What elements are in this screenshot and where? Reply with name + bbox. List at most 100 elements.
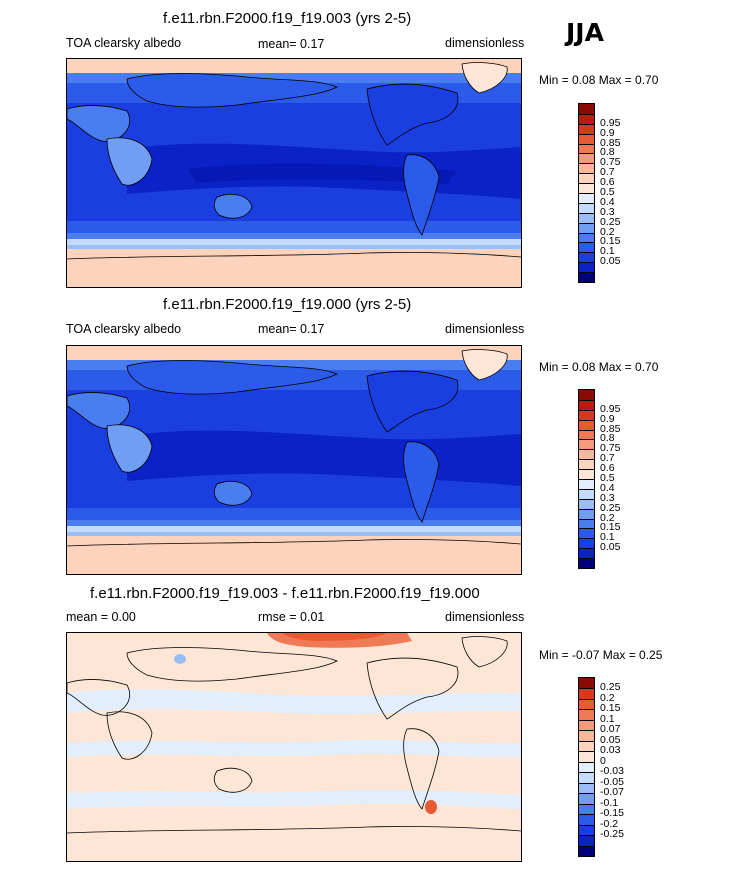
colorbar-tick-label: 0.7 — [600, 166, 615, 179]
colorbar-cell — [579, 835, 594, 846]
panel1-title: f.e11.rbn.F2000.f19_f19.003 (yrs 2-5) — [163, 10, 412, 27]
panel3-units: dimensionless — [445, 610, 525, 624]
colorbar-cell — [579, 793, 594, 804]
colorbar-tick-label: 0.75 — [600, 442, 621, 455]
colorbar-cell — [579, 803, 594, 815]
colorbar-cell — [579, 772, 594, 783]
colorbar-tick-label: 0.6 — [600, 462, 615, 475]
colorbar-cell — [579, 678, 594, 689]
colorbar-cell — [579, 193, 594, 203]
panel3-title: f.e11.rbn.F2000.f19_f19.003 - f.e11.rbn.… — [90, 585, 480, 602]
colorbar-tick-label: 0.03 — [600, 744, 621, 757]
panel1-variable-label: TOA clearsky albedo — [66, 36, 182, 50]
panel1-colorbar — [578, 103, 595, 283]
colorbar-cell — [579, 469, 594, 479]
colorbar-cell — [579, 409, 594, 420]
colorbar-cell — [579, 212, 594, 223]
panel2-minmax: Min = 0.08 Max = 0.70 — [539, 360, 659, 374]
colorbar-tick-label: 0.25 — [600, 215, 621, 228]
colorbar-tick-label: 0.75 — [600, 156, 621, 169]
colorbar-tick-label: 0.2 — [600, 225, 615, 238]
colorbar-cell — [579, 449, 594, 460]
panel2-title: f.e11.rbn.F2000.f19_f19.000 (yrs 2-5) — [163, 296, 412, 313]
colorbar-tick-label: 0.05 — [600, 541, 621, 554]
season-label: JJA — [566, 18, 604, 47]
colorbar-tick-label: 0 — [600, 754, 606, 767]
colorbar-cell — [579, 528, 594, 539]
colorbar-cell — [579, 390, 594, 400]
colorbar-cell — [579, 488, 594, 499]
colorbar-tick-label: 0.2 — [600, 691, 615, 704]
colorbar-cell — [579, 399, 594, 410]
panel3-map — [66, 632, 522, 862]
colorbar-tick-label: 0.9 — [600, 412, 615, 425]
colorbar-tick-label: 0.15 — [600, 521, 621, 534]
colorbar-cell — [579, 202, 594, 213]
panel2-variable-label: TOA clearsky albedo — [66, 322, 182, 336]
colorbar-cell — [579, 252, 594, 263]
colorbar-tick-label: -0.07 — [600, 786, 624, 799]
colorbar-cell — [579, 538, 594, 549]
colorbar-tick-label: 0.07 — [600, 723, 621, 736]
colorbar-tick-label: -0.25 — [600, 828, 624, 841]
colorbar-cell — [579, 709, 594, 720]
panel3-colorbar — [578, 677, 595, 857]
panel2-units: dimensionless — [445, 322, 525, 336]
colorbar-tick-label: 0.1 — [600, 245, 615, 258]
colorbar-tick-label: 0.6 — [600, 176, 615, 189]
colorbar-tick-label: 0.2 — [600, 511, 615, 524]
colorbar-tick-label: 0.4 — [600, 481, 615, 494]
colorbar-cell — [579, 123, 594, 134]
panel3-rmse: rmse = 0.01 — [258, 610, 325, 624]
colorbar-cell — [579, 782, 594, 794]
colorbar-tick-label: 0.1 — [600, 712, 615, 725]
panel1-map-plot — [67, 59, 521, 287]
colorbar-cell — [579, 751, 594, 762]
panel1-minmax: Min = 0.08 Max = 0.70 — [539, 73, 659, 87]
colorbar-cell — [579, 104, 594, 114]
colorbar-cell — [579, 719, 594, 731]
colorbar-tick-label: 0.25 — [600, 501, 621, 514]
colorbar-cell — [579, 429, 594, 440]
colorbar-tick-label: 0.85 — [600, 136, 621, 149]
colorbar-cell — [579, 518, 594, 529]
colorbar-tick-label: 0.85 — [600, 422, 621, 435]
colorbar-tick-label: -0.05 — [600, 775, 624, 788]
panel3-minmax: Min = -0.07 Max = 0.25 — [539, 648, 663, 662]
colorbar-tick-label: 0.3 — [600, 205, 615, 218]
colorbar-tick-label: 0.3 — [600, 491, 615, 504]
panel2-colorbar — [578, 389, 595, 569]
colorbar-tick-label: 0.15 — [600, 702, 621, 715]
colorbar-cell — [579, 548, 594, 559]
colorbar-cell — [579, 143, 594, 154]
colorbar-tick-label: 0.5 — [600, 472, 615, 484]
colorbar-cell — [579, 740, 594, 752]
colorbar-tick-label: 0.4 — [600, 195, 615, 208]
colorbar-cell — [579, 558, 594, 568]
colorbar-cell — [579, 730, 594, 741]
colorbar-cell — [579, 222, 594, 233]
colorbar-tick-label: -0.2 — [600, 817, 619, 830]
colorbar-tick-label: -0.03 — [600, 765, 624, 778]
colorbar-tick-label: 0.95 — [600, 116, 621, 129]
colorbar-tick-label: 0.1 — [600, 531, 615, 544]
colorbar-cell — [579, 113, 594, 124]
panel3-mean: mean = 0.00 — [66, 610, 136, 624]
colorbar-tick-label: 0.9 — [600, 126, 615, 139]
colorbar-cell — [579, 498, 594, 509]
colorbar-tick-label: 0.7 — [600, 452, 615, 465]
panel1-units: dimensionless — [445, 36, 525, 50]
colorbar-cell — [579, 439, 594, 450]
colorbar-tick-label: 0.25 — [600, 681, 621, 694]
colorbar-cell — [579, 698, 594, 710]
colorbar-tick-label: -0.15 — [600, 807, 624, 820]
colorbar-cell — [579, 824, 594, 836]
colorbar-tick-label: 0.15 — [600, 235, 621, 248]
colorbar-cell — [579, 508, 594, 519]
colorbar-tick-label: 0.95 — [600, 402, 621, 415]
colorbar-cell — [579, 459, 594, 470]
panel3-map-plot — [67, 633, 521, 861]
panel2-mean: mean= 0.17 — [258, 322, 325, 336]
colorbar-cell — [579, 814, 594, 825]
colorbar-cell — [579, 153, 594, 164]
